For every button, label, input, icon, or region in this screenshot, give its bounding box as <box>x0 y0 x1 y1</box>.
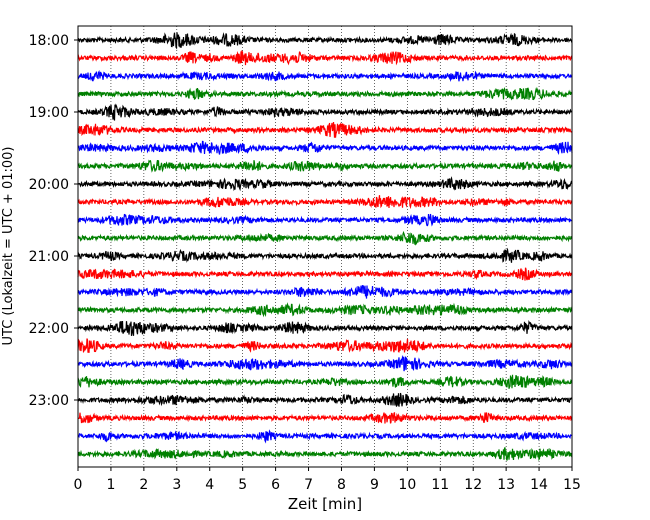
trace-1945 <box>77 159 573 173</box>
y-tick-label: 20:00 <box>29 177 69 193</box>
trace-2330 <box>77 429 573 444</box>
x-tick-label: 0 <box>74 477 83 493</box>
x-tick-label: 9 <box>370 477 379 493</box>
trace-2315 <box>77 412 573 424</box>
y-axis-label: UTC (Lokalzeit = UTC + 01:00) <box>1 147 16 346</box>
trace-2045 <box>77 230 573 246</box>
y-axis: 18:00 19:00 20:00 21:00 22:00 23:00 <box>29 33 78 409</box>
x-tick-label: 10 <box>398 477 416 493</box>
plot-frame <box>77 25 573 468</box>
trace-1815 <box>77 49 573 66</box>
x-axis: 0 1 2 3 4 5 6 7 8 9 10 11 12 13 14 15 <box>74 467 581 493</box>
seismic-traces <box>77 32 573 462</box>
trace-2300 <box>77 392 573 407</box>
x-tick-label: 3 <box>172 477 181 493</box>
trace-2015 <box>77 195 573 210</box>
x-tick-label: 15 <box>563 477 581 493</box>
trace-2000 <box>77 176 573 192</box>
trace-2215 <box>77 338 573 354</box>
y-tick-label: 23:00 <box>29 393 69 409</box>
x-tick-label: 11 <box>431 477 449 493</box>
trace-2145 <box>77 302 573 318</box>
x-tick-label: 1 <box>106 477 115 493</box>
y-tick-label: 22:00 <box>29 321 69 337</box>
x-tick-label: 13 <box>497 477 515 493</box>
x-tick-label: 5 <box>238 477 247 493</box>
x-tick-label: 6 <box>271 477 280 493</box>
trace-1915 <box>77 122 573 138</box>
x-tick-label: 2 <box>139 477 148 493</box>
trace-2030 <box>77 213 573 227</box>
x-tick-label: 8 <box>337 477 346 493</box>
trace-2100 <box>77 247 573 263</box>
y-tick-label: 19:00 <box>29 105 69 121</box>
trace-2245 <box>77 374 573 389</box>
x-tick-label: 12 <box>464 477 482 493</box>
y-tick-label: 21:00 <box>29 249 69 265</box>
trace-2345 <box>77 447 573 462</box>
x-axis-label: Zeit [min] <box>288 495 362 513</box>
trace-1900 <box>77 103 573 121</box>
trace-1800 <box>77 32 573 50</box>
trace-1930 <box>77 140 573 155</box>
x-tick-label: 4 <box>205 477 214 493</box>
trace-2230 <box>77 354 573 372</box>
y-tick-label: 18:00 <box>29 33 69 49</box>
x-tick-label: 7 <box>304 477 313 493</box>
x-tick-label: 14 <box>530 477 548 493</box>
trace-2200 <box>77 319 573 336</box>
trace-2115 <box>77 267 573 281</box>
trace-2130 <box>77 284 573 299</box>
trace-1845 <box>77 86 573 101</box>
trace-1830 <box>77 70 573 83</box>
